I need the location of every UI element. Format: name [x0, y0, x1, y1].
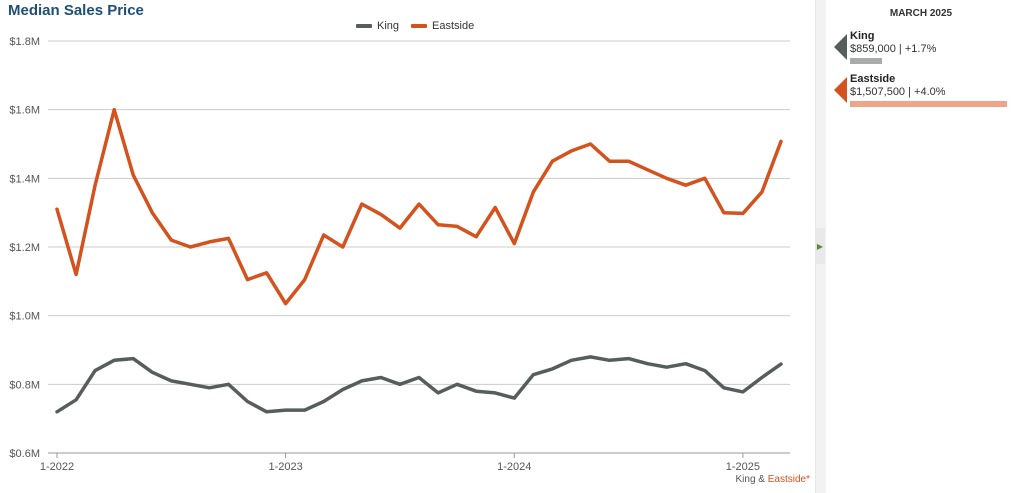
y-tick-label: $0.6M: [9, 448, 40, 460]
panel-entry-value: $859,000 | +1.7%: [850, 43, 937, 55]
line-chart[interactable]: $0.6M $0.8M $1.0M $1.2M $1.4M $1.6M $1.8M 1-202…: [0, 0, 815, 493]
panel-entry-bar: [850, 101, 1007, 107]
panel-entry-name: King: [850, 30, 875, 42]
legend-label-king: King: [377, 20, 400, 32]
y-tick-label: $1.4M: [9, 173, 40, 185]
footnote-separator: &: [758, 474, 765, 485]
triangle-marker-icon: [834, 77, 847, 103]
footnote-eastside: Eastside*: [767, 474, 810, 485]
series-line-eastside[interactable]: [55, 107, 783, 306]
chevron-right-icon: ▶: [816, 241, 824, 251]
legend-item-eastside[interactable]: Eastside: [411, 20, 474, 32]
chart-title: Median Sales Price: [8, 2, 144, 19]
legend-swatch-eastside: [411, 24, 428, 28]
panel-entry-name: Eastside: [850, 73, 896, 85]
x-tick-label: 1-2025: [726, 461, 760, 473]
legend-item-king[interactable]: King: [356, 20, 399, 32]
footnote-king: King: [735, 474, 756, 485]
series-line-king[interactable]: [55, 355, 783, 414]
y-tick-label: $0.8M: [9, 379, 40, 391]
y-tick-label: $1.2M: [9, 242, 40, 254]
detail-panel: MARCH 2025 King $859,000 | +1.7% Eastsid…: [826, 0, 1024, 493]
triangle-marker-icon: [834, 34, 847, 60]
y-tick-label: $1.6M: [9, 105, 40, 117]
panel-toggle-button[interactable]: ▶: [815, 228, 825, 264]
x-tick-label: 1-2024: [497, 461, 531, 473]
y-tick-label: $1.8M: [9, 36, 40, 48]
x-tick-label: 1-2023: [268, 461, 302, 473]
legend-swatch-king: [356, 24, 372, 28]
y-tick-label: $1.0M: [9, 311, 40, 323]
legend-label-eastside: Eastside: [432, 20, 475, 32]
panel-entry-value: $1,507,500 | +4.0%: [850, 86, 946, 98]
panel-date: MARCH 2025: [889, 8, 953, 19]
chart-legend: King Eastside: [356, 20, 474, 32]
x-tick-label: 1-2022: [40, 461, 74, 473]
chart-footnote: King & Eastside*: [736, 474, 811, 485]
panel-entry-bar: [850, 58, 882, 64]
